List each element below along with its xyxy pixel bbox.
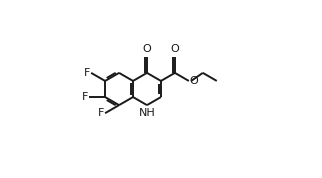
Text: NH: NH bbox=[138, 108, 155, 118]
Text: F: F bbox=[82, 92, 88, 102]
Text: F: F bbox=[98, 108, 104, 118]
Text: F: F bbox=[84, 68, 90, 78]
Text: O: O bbox=[190, 76, 198, 86]
Text: O: O bbox=[143, 44, 151, 54]
Text: O: O bbox=[171, 44, 179, 54]
